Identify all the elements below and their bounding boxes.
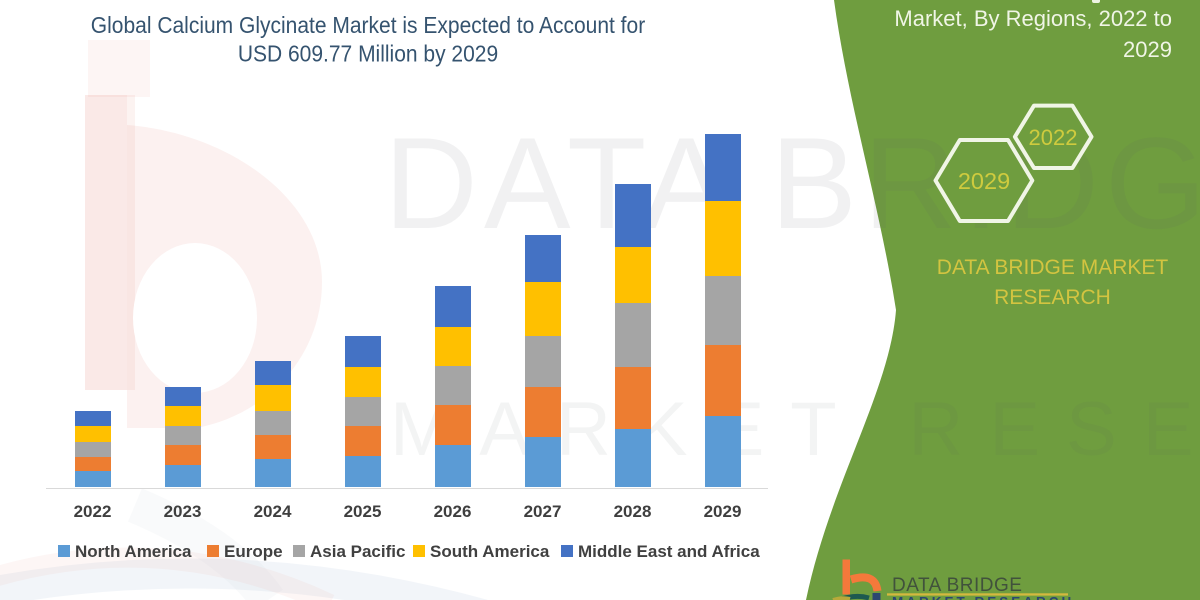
svg-text:2029: 2029	[958, 168, 1010, 194]
svg-text:DATA BRIDGE: DATA BRIDGE	[892, 575, 1022, 596]
svg-text:MARKET RESEARCH: MARKET RESEARCH	[892, 595, 1074, 600]
svg-text:2022: 2022	[1029, 125, 1078, 150]
